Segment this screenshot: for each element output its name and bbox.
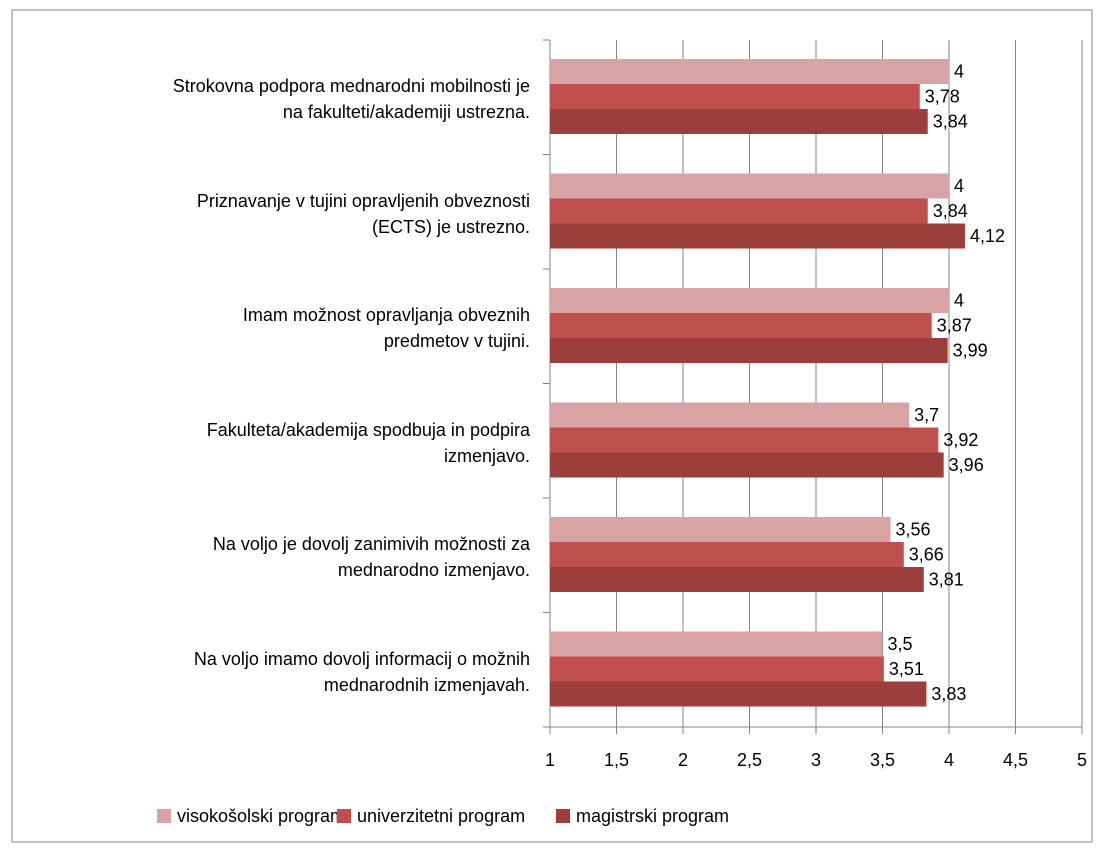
legend-swatch bbox=[337, 809, 351, 823]
bar bbox=[550, 542, 904, 567]
value-label: 4 bbox=[954, 290, 964, 310]
bar bbox=[550, 402, 910, 428]
bar bbox=[550, 109, 928, 134]
value-label: 4,12 bbox=[970, 226, 1005, 246]
category-label: Na voljo imamo dovolj informacij o možni… bbox=[193, 648, 530, 695]
value-label: 3,96 bbox=[949, 455, 984, 475]
legend-swatch bbox=[157, 809, 171, 823]
x-tick-label: 5 bbox=[1077, 750, 1087, 770]
value-label: 4 bbox=[954, 176, 964, 196]
bar bbox=[550, 631, 883, 657]
x-tick-label: 3 bbox=[811, 750, 821, 770]
x-tick-label: 1,5 bbox=[604, 750, 629, 770]
value-label: 3,99 bbox=[953, 340, 988, 360]
category-label: Na voljo je dovolj zanimivih možnosti za… bbox=[212, 534, 530, 581]
value-label: 3,78 bbox=[925, 86, 960, 106]
bar bbox=[550, 198, 928, 224]
category-label: Imam možnost opravljanja obveznih predme… bbox=[242, 305, 530, 352]
category-label: Priznavanje v tujini opravljenih obvezno… bbox=[196, 190, 530, 237]
value-label: 3,7 bbox=[914, 405, 939, 425]
bar bbox=[550, 681, 927, 707]
value-label: 3,56 bbox=[895, 519, 930, 539]
legend-swatch bbox=[556, 809, 570, 823]
value-label: 3,83 bbox=[931, 684, 966, 704]
value-label: 4 bbox=[954, 61, 964, 81]
bar bbox=[550, 84, 920, 109]
x-tick-label: 4 bbox=[944, 750, 954, 770]
value-label: 3,66 bbox=[909, 544, 944, 564]
x-tick-label: 3,5 bbox=[870, 750, 895, 770]
value-label: 3,84 bbox=[933, 111, 968, 131]
bar bbox=[550, 452, 944, 478]
legend-label: visokošolski program bbox=[177, 806, 345, 826]
bar bbox=[550, 427, 939, 453]
bar bbox=[550, 656, 884, 682]
bar bbox=[550, 567, 924, 592]
x-tick-label: 2 bbox=[678, 750, 688, 770]
value-label: 3,81 bbox=[929, 569, 964, 589]
bar bbox=[550, 338, 948, 363]
bar bbox=[550, 288, 949, 313]
value-label: 3,5 bbox=[888, 634, 913, 654]
x-tick-label: 2,5 bbox=[737, 750, 762, 770]
x-tick-label: 4,5 bbox=[1003, 750, 1028, 770]
value-label: 3,84 bbox=[933, 201, 968, 221]
legend-label: univerzitetni program bbox=[357, 806, 525, 826]
value-label: 3,51 bbox=[889, 659, 924, 679]
bar bbox=[550, 313, 932, 338]
bar bbox=[550, 223, 965, 249]
bar bbox=[550, 173, 949, 199]
category-label: Strokovna podpora mednarodni mobilnosti … bbox=[172, 76, 530, 123]
bar bbox=[550, 59, 949, 84]
value-label: 3,87 bbox=[937, 315, 972, 335]
bar bbox=[550, 517, 891, 542]
legend-label: magistrski program bbox=[576, 806, 729, 826]
value-label: 3,92 bbox=[943, 430, 978, 450]
x-tick-label: 1 bbox=[545, 750, 555, 770]
category-label: Fakulteta/akademija spodbuja in podpira … bbox=[206, 419, 530, 466]
